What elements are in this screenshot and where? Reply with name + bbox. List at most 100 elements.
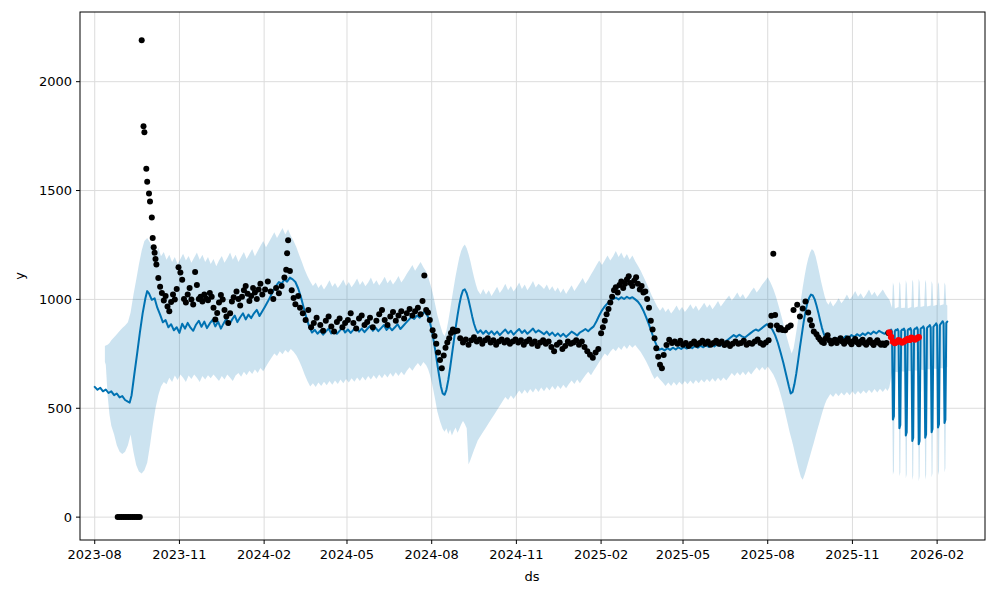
x-axis-label: ds [524, 569, 539, 584]
actual-point [650, 327, 656, 333]
actual-point [441, 353, 447, 359]
actual-point [246, 298, 252, 304]
actual-point [179, 277, 185, 283]
actual-point [187, 285, 193, 291]
actual-point [766, 337, 772, 343]
actual-point [385, 322, 391, 328]
actual-point [262, 286, 268, 292]
actual-point [150, 235, 156, 241]
actual-point [214, 310, 220, 316]
actual-point [390, 309, 396, 315]
actual-point [259, 292, 265, 298]
actual-point [287, 268, 293, 274]
actual-point [646, 305, 652, 311]
actual-point [331, 329, 337, 335]
actual-point [152, 250, 158, 256]
actual-point [194, 282, 200, 288]
actual-point [185, 292, 191, 298]
actual-point [295, 293, 301, 299]
actual-point [401, 316, 407, 322]
actual-point [144, 179, 150, 185]
actual-point [370, 324, 376, 330]
x-tick-label: 2025-11 [825, 547, 879, 562]
y-tick-label: 500 [47, 401, 72, 416]
actual-point [644, 296, 650, 302]
actual-point [803, 299, 809, 305]
actual-point [209, 294, 215, 300]
actual-point [420, 298, 426, 304]
forecast-figure: 2023-082023-112024-022024-052024-082024-… [0, 0, 1000, 600]
actual-point [239, 294, 245, 300]
actual-point [770, 251, 776, 257]
actual-point [192, 269, 198, 275]
actual-point [393, 318, 399, 324]
actual-point [463, 337, 469, 343]
x-tick-label: 2024-02 [237, 547, 291, 562]
actual-point [305, 307, 311, 313]
actual-point [455, 328, 461, 334]
actual-point [430, 327, 436, 333]
actual-point [600, 324, 606, 330]
actual-point [141, 123, 147, 129]
actual-point [800, 306, 806, 312]
actual-point [415, 305, 421, 311]
actual-point [642, 289, 648, 295]
actual-point [809, 323, 815, 329]
actual-point [805, 310, 811, 316]
actual-point [157, 284, 163, 290]
y-tick-label: 1000 [39, 292, 72, 307]
actual-point [633, 274, 639, 280]
x-tick-label: 2023-08 [68, 547, 122, 562]
actual-point [607, 300, 613, 306]
actual-point [579, 339, 585, 345]
x-tick-label: 2025-08 [741, 547, 795, 562]
actual-point [639, 283, 645, 289]
x-tick-label: 2024-08 [405, 547, 459, 562]
actual-point [183, 300, 189, 306]
actual-point [794, 302, 800, 308]
actual-point [141, 129, 147, 135]
actual-point [353, 326, 359, 332]
actual-point [172, 296, 178, 302]
actual-point [418, 311, 424, 317]
x-tick-label: 2025-02 [574, 547, 628, 562]
actual-point [320, 328, 326, 334]
actual-point [648, 318, 654, 324]
actual-point [345, 317, 351, 323]
actual-point [153, 256, 159, 262]
actual-point [348, 310, 354, 316]
actual-point [443, 345, 449, 351]
actual-point [382, 317, 388, 323]
actual-point [317, 322, 323, 328]
actual-point [328, 323, 334, 329]
x-tick-label: 2023-11 [152, 547, 206, 562]
actual-point [435, 350, 441, 356]
actual-point [427, 317, 433, 323]
recent-actual-point [916, 334, 922, 340]
actual-point [297, 305, 303, 311]
actual-point [237, 303, 243, 309]
actual-point [421, 273, 427, 279]
x-tick-label: 2026-02 [910, 547, 964, 562]
actual-point [659, 365, 665, 371]
actual-point [211, 305, 217, 311]
actual-point [655, 354, 661, 360]
actual-point [303, 317, 309, 323]
actual-point [234, 289, 240, 295]
actual-point [225, 320, 231, 326]
actual-point [151, 244, 157, 250]
actual-point [155, 275, 161, 281]
actual-point [652, 335, 658, 341]
actual-point [359, 313, 365, 319]
actual-point [797, 314, 803, 320]
actual-point [791, 307, 797, 313]
actual-point [551, 348, 557, 354]
actual-point [212, 316, 218, 322]
x-tick-label: 2025-05 [656, 547, 710, 562]
actual-point [256, 286, 262, 292]
actual-point [174, 286, 180, 292]
actual-point [300, 310, 306, 316]
actual-point [176, 264, 182, 270]
actual-point [190, 302, 196, 308]
actual-point [137, 514, 143, 520]
